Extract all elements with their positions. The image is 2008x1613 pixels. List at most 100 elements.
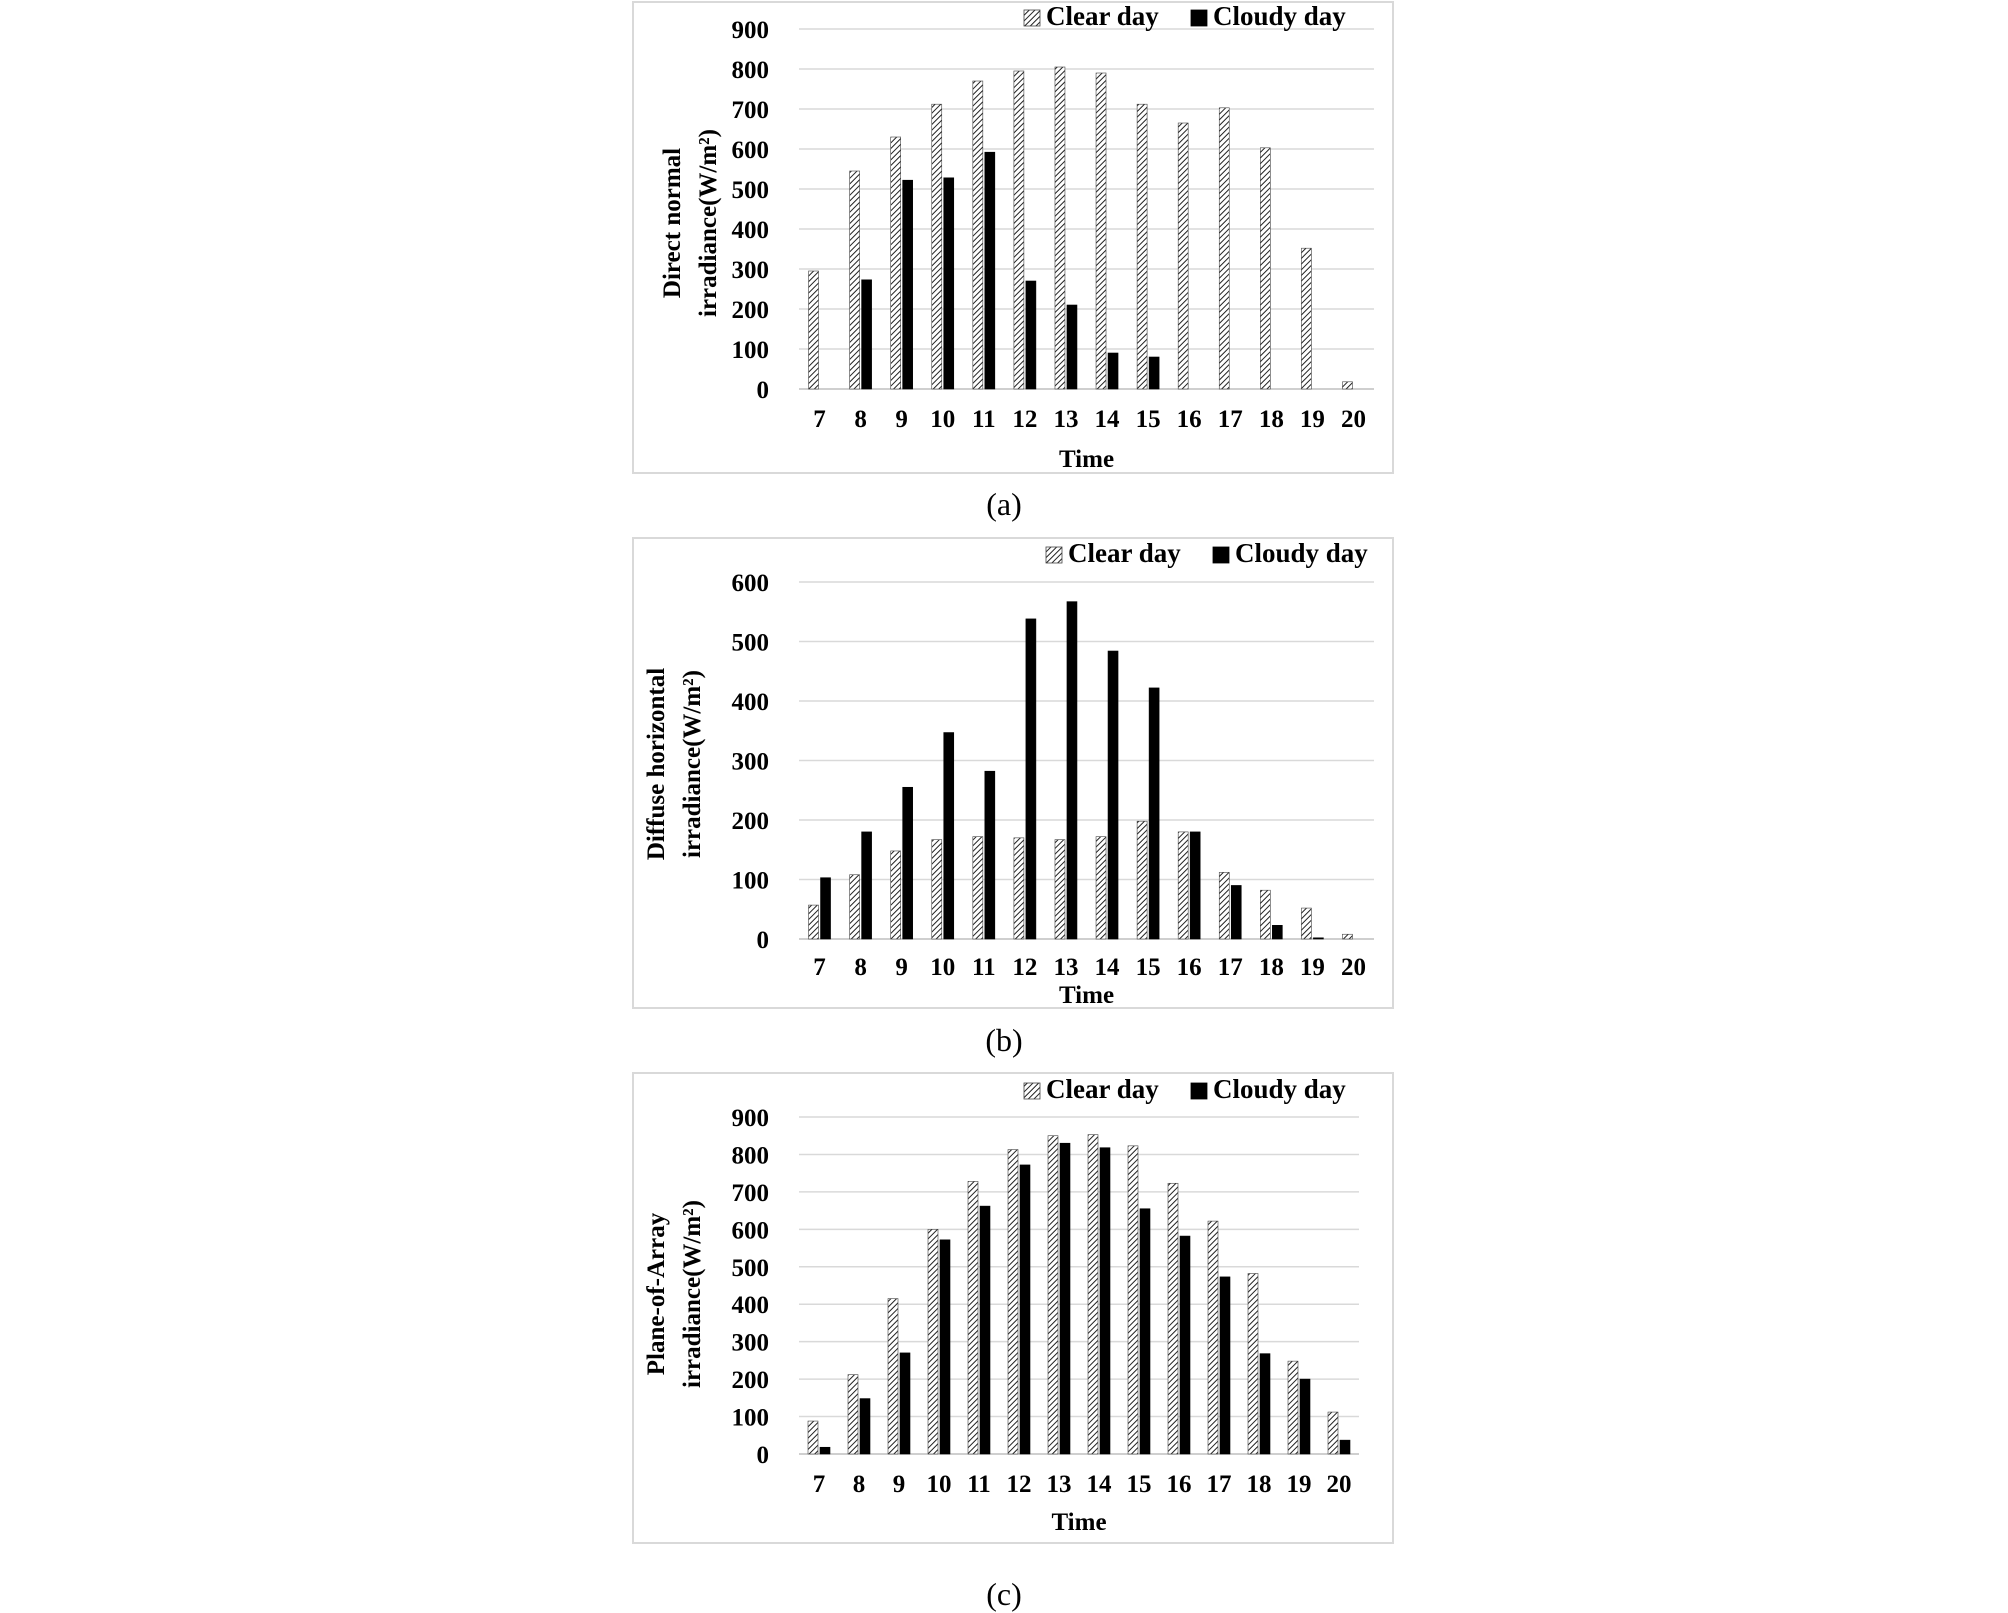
x-tick-label: 19 [1300, 954, 1325, 981]
x-tick-label: 19 [1287, 1471, 1312, 1498]
x-tick-label: 13 [1047, 1471, 1072, 1498]
bar-clear-day [847, 1374, 859, 1455]
bar-clear-day [1047, 1135, 1059, 1455]
x-tick-label: 20 [1341, 954, 1366, 981]
bar-cloudy-day [1099, 1147, 1111, 1455]
bar-cloudy-day [1299, 1378, 1311, 1455]
bar-cloudy-day [820, 877, 831, 940]
y-tick-label: 100 [732, 1405, 770, 1432]
bar-cloudy-day [1259, 1353, 1271, 1455]
x-tick-label: 10 [930, 406, 955, 433]
x-tick-label: 12 [1012, 406, 1037, 433]
bar-cloudy-day [984, 770, 996, 940]
x-tick-label: 8 [854, 954, 867, 981]
bar-clear-day [1287, 1360, 1299, 1455]
x-tick-label: 9 [895, 954, 908, 981]
bar-cloudy-day [979, 1205, 991, 1455]
x-tick-label: 16 [1167, 1471, 1192, 1498]
y-tick-label: 200 [732, 297, 770, 324]
bar-clear-day [849, 874, 860, 940]
bar-clear-day [972, 80, 984, 390]
x-tick-label: 18 [1247, 1471, 1272, 1498]
y-axis-label: Plane-of-Array [643, 1212, 670, 1375]
x-tick-label: 17 [1207, 1471, 1232, 1498]
y-tick-label: 500 [732, 177, 770, 204]
x-tick-label: 16 [1177, 406, 1202, 433]
y-axis-label: irradiance(W/m²) [679, 1200, 706, 1388]
x-tick-label: 17 [1218, 954, 1243, 981]
y-tick-label: 100 [732, 868, 770, 895]
bar-cloudy-day [943, 177, 955, 390]
bar-cloudy-day [861, 279, 872, 390]
y-tick-label: 300 [732, 1330, 770, 1357]
legend-swatch-clear [1023, 9, 1041, 27]
legend-label: Clear day [1046, 1074, 1159, 1104]
legend-swatch-clear [1023, 1082, 1041, 1100]
bar-cloudy-day [1148, 687, 1160, 940]
bar-clear-day [1136, 103, 1148, 390]
legend-swatch-cloudy [1190, 9, 1208, 27]
chart-panel-c: 0 100 200 300 400 500 600 700 800 900 7 8 9 10 11 12 13 1… [632, 1072, 1394, 1544]
bar-cloudy-day [943, 732, 955, 940]
y-tick-label: 200 [732, 1367, 770, 1394]
bar-cloudy-day [1148, 356, 1160, 390]
x-tick-label: 11 [972, 406, 996, 433]
y-axis-label: Direct normal [659, 148, 686, 298]
bar-clear-day [972, 836, 984, 940]
bar-clear-day [1301, 907, 1312, 940]
bar-clear-day [1218, 107, 1230, 390]
bar-cloudy-day [1313, 937, 1324, 940]
bar-clear-day [890, 136, 901, 390]
legend-label: Cloudy day [1213, 1074, 1346, 1104]
x-tick-label: 12 [1012, 954, 1037, 981]
bar-cloudy-day [1139, 1208, 1151, 1455]
x-tick-label: 7 [813, 1471, 826, 1498]
bar-cloudy-day [1025, 618, 1037, 940]
bar-clear-day [1177, 831, 1189, 940]
bar-cloudy-day [1107, 650, 1119, 940]
y-tick-label: 0 [757, 377, 770, 404]
chart-a-svg: 0 100 200 300 400 500 600 700 800 900 7 8 9 10 11 12 13 1… [659, 3, 1374, 472]
bar-cloudy-day [1179, 1235, 1191, 1455]
y-axis-label: irradiance(W/m²) [695, 129, 722, 317]
y-tick-label: 200 [732, 808, 770, 835]
x-tick-label: 14 [1095, 406, 1121, 433]
y-tick-label: 0 [757, 927, 770, 954]
chart-panel-b: 0 100 200 300 400 500 600 7 8 9 10 11 12 13 14 15 16 17 18… [632, 537, 1394, 1009]
bar-clear-day [808, 904, 819, 940]
y-tick-label: 700 [732, 97, 770, 124]
y-tick-label: 900 [732, 1105, 770, 1132]
legend-swatch-cloudy [1190, 1082, 1208, 1100]
bar-cloudy-day [1066, 601, 1078, 940]
x-tick-label: 14 [1087, 1471, 1113, 1498]
x-tick-label: 15 [1127, 1471, 1152, 1498]
y-tick-label: 800 [732, 57, 770, 84]
bar-cloudy-day [859, 1398, 871, 1455]
bar-clear-day [1260, 889, 1271, 940]
y-tick-label: 800 [732, 1142, 770, 1169]
bar-cloudy-day [1025, 280, 1037, 390]
bar-cloudy-day [1066, 304, 1078, 390]
x-tick-label: 7 [813, 406, 826, 433]
bar-clear-day [849, 170, 860, 390]
y-tick-label: 500 [732, 630, 770, 657]
bar-cloudy-day [902, 786, 913, 940]
chart-panel-a: 0 100 200 300 400 500 600 700 800 900 7 8 9 10 11 12 13 1… [632, 1, 1394, 474]
chart-c-svg: 0 100 200 300 400 500 600 700 800 900 7 8 9 10 11 12 13 1… [643, 1074, 1359, 1536]
bar-cloudy-day [1230, 885, 1242, 940]
bar-cloudy-day [1107, 352, 1119, 390]
bar-clear-day [887, 1298, 899, 1455]
bar-clear-day [967, 1181, 979, 1455]
y-tick-label: 100 [732, 337, 770, 364]
x-tick-label: 8 [853, 1471, 866, 1498]
y-axis-label: Diffuse horizontal [643, 668, 670, 860]
y-tick-label: 900 [732, 17, 770, 44]
x-tick-label: 13 [1053, 406, 1078, 433]
caption-b: (b) [985, 1022, 1023, 1058]
bar-cloudy-day [1189, 831, 1201, 940]
x-tick-label: 9 [893, 1471, 906, 1498]
x-tick-label: 16 [1177, 954, 1202, 981]
x-tick-label: 19 [1300, 406, 1325, 433]
x-axis-label: Time [1051, 1509, 1106, 1536]
y-tick-label: 600 [732, 1217, 770, 1244]
